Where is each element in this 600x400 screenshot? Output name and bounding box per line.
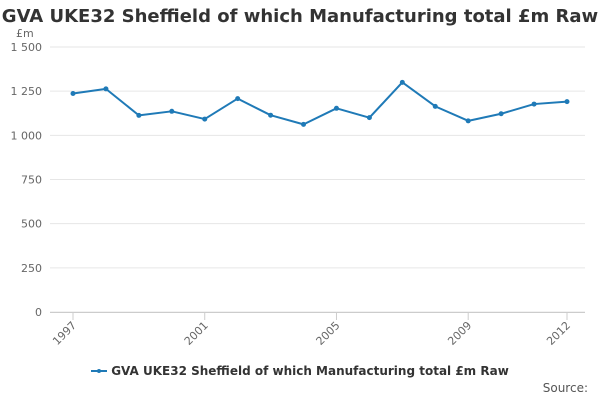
legend[interactable]: GVA UKE32 Sheffield of which Manufacturi… xyxy=(0,364,600,378)
y-tick-label: 1 500 xyxy=(11,41,43,54)
data-point[interactable] xyxy=(465,118,471,124)
y-tick-label: 1 000 xyxy=(11,129,43,142)
data-point[interactable] xyxy=(103,86,109,92)
data-point[interactable] xyxy=(202,116,208,122)
data-point[interactable] xyxy=(301,121,307,127)
source-credit[interactable]: Source: xyxy=(542,381,588,395)
x-tick-label: 2001 xyxy=(182,319,211,348)
y-axis-unit-label: £m xyxy=(16,27,34,40)
data-point[interactable] xyxy=(564,99,570,105)
x-tick-label: 2005 xyxy=(314,319,343,348)
x-tick-label: 2009 xyxy=(445,319,474,348)
data-point[interactable] xyxy=(432,103,438,109)
data-point[interactable] xyxy=(366,115,372,121)
data-point[interactable] xyxy=(399,79,405,85)
x-tick-label: 2012 xyxy=(544,319,573,348)
chart-title: GVA UKE32 Sheffield of which Manufacturi… xyxy=(1,6,599,27)
data-point[interactable] xyxy=(333,105,339,111)
data-point[interactable] xyxy=(169,108,175,114)
y-tick-label: 0 xyxy=(35,306,42,319)
y-tick-label: 250 xyxy=(21,262,42,275)
data-point[interactable] xyxy=(235,96,241,102)
legend-line-marker-icon xyxy=(91,365,108,377)
legend-label: GVA UKE32 Sheffield of which Manufacturi… xyxy=(111,364,509,378)
data-point[interactable] xyxy=(136,112,142,118)
data-point[interactable] xyxy=(268,112,274,118)
x-tick-label: 1997 xyxy=(50,319,79,348)
data-point[interactable] xyxy=(531,101,537,107)
y-tick-label: 750 xyxy=(21,174,42,187)
y-tick-label: 500 xyxy=(21,218,42,231)
data-point[interactable] xyxy=(498,111,504,117)
data-point[interactable] xyxy=(70,90,76,96)
series-line[interactable] xyxy=(72,81,568,126)
y-tick-label: 1 250 xyxy=(11,85,43,98)
